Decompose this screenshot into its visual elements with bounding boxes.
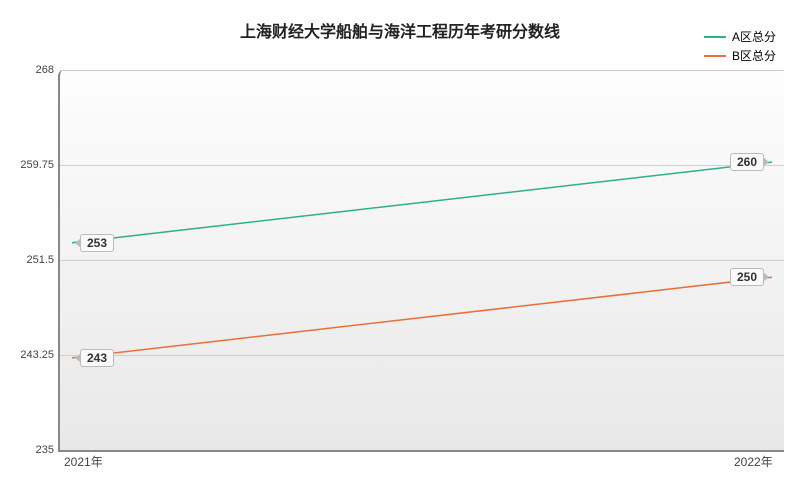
legend-item-b: B区总分 <box>704 47 776 64</box>
series-b-line <box>72 277 772 358</box>
legend: A区总分 B区总分 <box>704 28 776 66</box>
x-tick-label: 2022年 <box>734 453 773 470</box>
data-label: 253 <box>80 234 114 252</box>
data-label: 260 <box>730 153 764 171</box>
y-tick-label: 235 <box>14 444 54 456</box>
gridline <box>60 70 784 71</box>
series-a-line <box>72 162 772 243</box>
y-tick-label: 251.5 <box>14 254 54 266</box>
gridline <box>60 355 784 356</box>
legend-label-b: B区总分 <box>732 47 776 64</box>
chart-title: 上海财经大学船舶与海洋工程历年考研分数线 <box>0 18 800 42</box>
data-label: 250 <box>730 268 764 286</box>
y-tick-label: 259.75 <box>14 159 54 171</box>
legend-swatch-b <box>704 55 726 57</box>
y-tick-label: 243.25 <box>14 349 54 361</box>
plot-area: 235243.25251.5259.752682021年2022年2532602… <box>58 70 784 452</box>
y-tick-label: 268 <box>14 64 54 76</box>
chart-container: 上海财经大学船舶与海洋工程历年考研分数线 A区总分 B区总分 235 243.25… <box>0 0 800 500</box>
legend-item-a: A区总分 <box>704 28 776 45</box>
data-label: 243 <box>80 349 114 367</box>
legend-label-a: A区总分 <box>732 28 776 45</box>
gridline <box>60 260 784 261</box>
legend-swatch-a <box>704 36 726 38</box>
gridline <box>60 165 784 166</box>
x-tick-label: 2021年 <box>64 453 103 470</box>
